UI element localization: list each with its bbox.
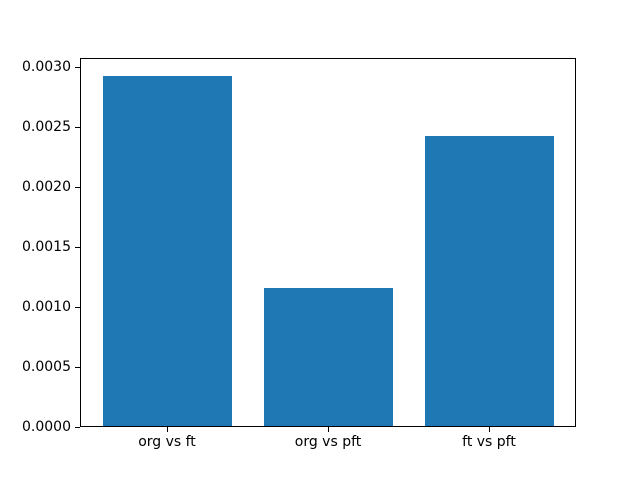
- x-axis-tick-mark: [328, 427, 329, 432]
- y-axis-tick-mark: [75, 427, 80, 428]
- y-axis-tick-label: 0.0030: [22, 59, 71, 75]
- bar-ft-vs-pft: [425, 136, 554, 427]
- y-axis-tick-label: 0.0000: [22, 419, 71, 435]
- x-axis-tick-label: org vs ft: [138, 434, 196, 450]
- y-axis-tick-mark: [75, 187, 80, 188]
- y-axis-tick-label: 0.0010: [22, 299, 71, 315]
- x-axis-tick-label: org vs pft: [294, 434, 362, 450]
- y-axis-tick-label: 0.0015: [22, 239, 71, 255]
- y-axis-tick-mark: [75, 67, 80, 68]
- y-axis-tick-label: 0.0020: [22, 179, 71, 195]
- y-axis-tick-label: 0.0025: [22, 119, 71, 135]
- y-axis-tick-label: 0.0005: [22, 359, 71, 375]
- x-axis-tick-mark: [167, 427, 168, 432]
- y-axis-tick-mark: [75, 367, 80, 368]
- x-axis-tick-label: ft vs pft: [462, 434, 516, 450]
- y-axis-tick-mark: [75, 307, 80, 308]
- bar-org-vs-pft: [264, 288, 393, 427]
- bar-org-vs-ft: [103, 76, 232, 427]
- y-axis-tick-mark: [75, 247, 80, 248]
- y-axis-tick-mark: [75, 127, 80, 128]
- x-axis-tick-mark: [489, 427, 490, 432]
